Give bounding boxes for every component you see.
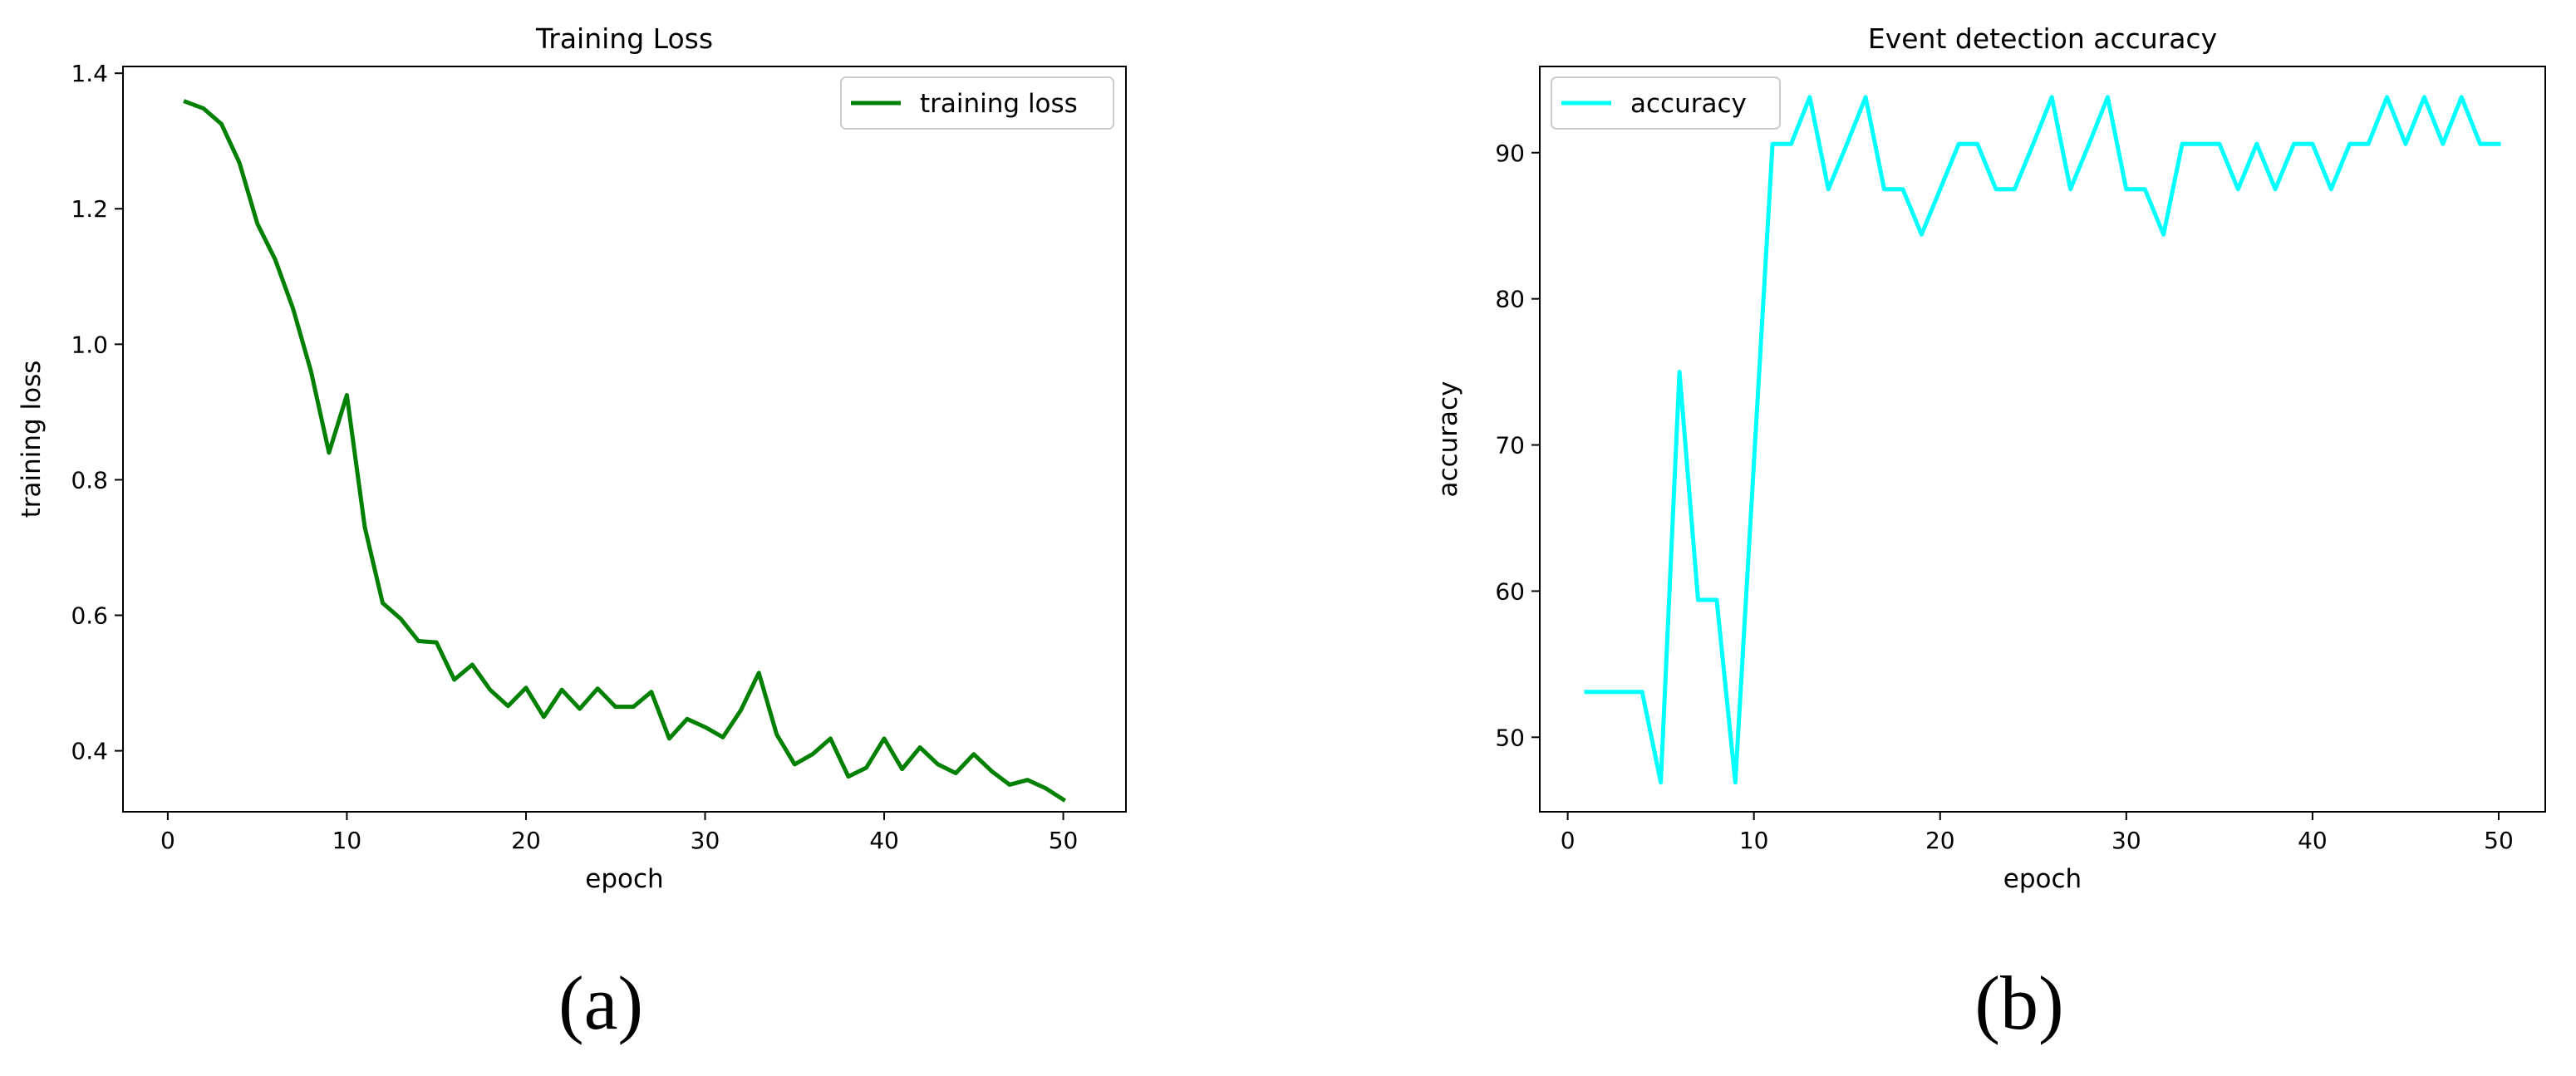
axes-frame [1539,66,2546,813]
y-tick-label: 1.4 [71,60,108,87]
x-axis-label: epoch [585,864,663,894]
x-tick-label: 50 [1049,827,1079,854]
y-tick-label: 0.4 [71,738,108,765]
legend-box [1551,76,1781,130]
x-tick-label: 30 [2111,827,2141,854]
y-tick-label: 0.6 [71,602,108,630]
x-tick-label: 50 [2484,827,2514,854]
x-tick-label: 0 [160,827,175,854]
x-tick-label: 40 [2298,827,2328,854]
training-loss-chart: Training Loss 0 10 20 30 40 50 0.4 0.6 0.8 1.0 1.2 1… [17,22,1127,1045]
chart-title: Training Loss [535,22,713,55]
x-tick-label: 30 [691,827,720,854]
legend-label: training loss [920,89,1078,119]
y-axis-label: accuracy [1433,381,1463,498]
y-tick-label: 70 [1495,432,1525,459]
y-tick-label: 60 [1495,577,1525,605]
x-tick-label: 20 [1925,827,1955,854]
series-line-training-loss [183,99,1067,803]
y-tick-label: 1.0 [71,331,108,358]
chart-title: Event detection accuracy [1868,22,2217,55]
figure-caption: (b) [1974,961,2063,1045]
y-tick-label: 0.8 [71,466,108,494]
y-tick-label: 80 [1495,286,1525,313]
y-axis-label: training loss [17,361,47,518]
series-line-accuracy [1584,95,2501,785]
figure-caption: (a) [558,961,643,1045]
x-tick-label: 40 [869,827,899,854]
x-tick-label: 10 [1739,827,1769,854]
y-tick-label: 1.2 [71,195,108,223]
axes-frame [122,66,1127,813]
legend-label: accuracy [1630,89,1747,119]
event-detection-accuracy-chart: Event detection accuracy 0 10 20 30 40 50 50 60 7… [1433,22,2546,1045]
y-tick-label: 50 [1495,724,1525,751]
y-tick-label: 90 [1495,140,1525,167]
x-tick-label: 10 [332,827,362,854]
x-axis-label: epoch [2003,864,2082,894]
legend-box [840,76,1114,130]
x-tick-label: 0 [1561,827,1576,854]
x-tick-label: 20 [511,827,541,854]
